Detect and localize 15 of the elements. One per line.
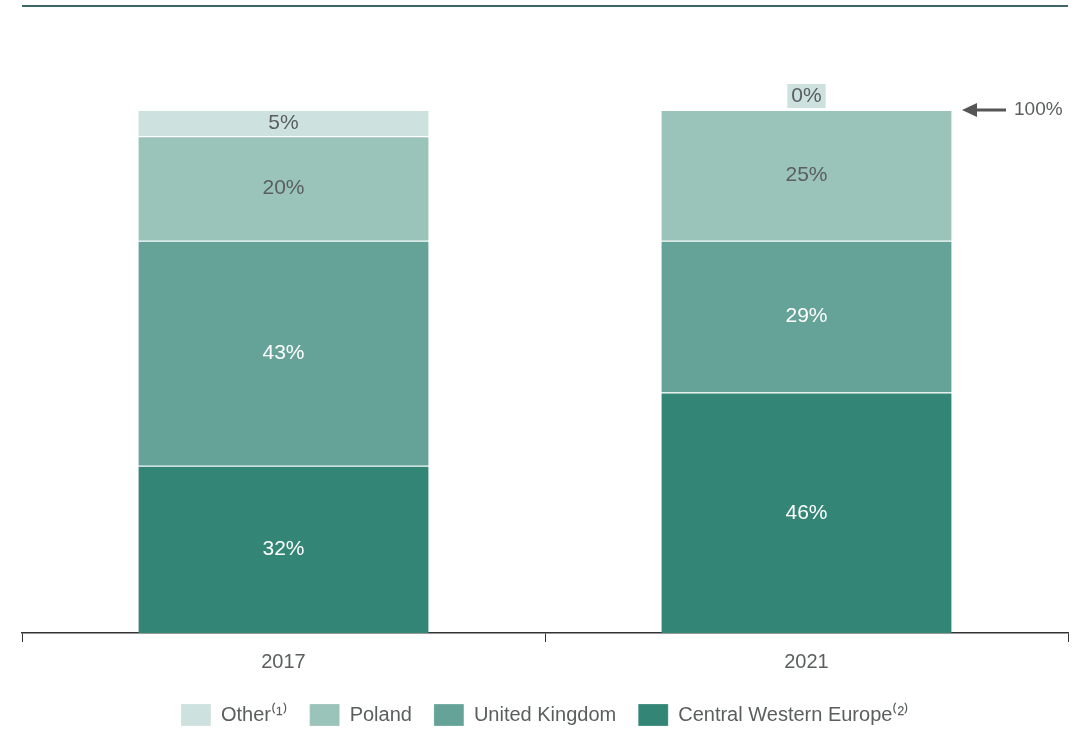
x-tick-label: 2017 (261, 649, 306, 672)
annotation: 100% (1014, 98, 1063, 120)
legend-label: United Kingdom (473, 702, 617, 725)
data-label: 25% (785, 162, 828, 186)
data-label: 0% (791, 82, 822, 106)
data-label: 29% (785, 303, 828, 327)
data-label: 20% (262, 175, 305, 199)
data-label: 43% (262, 339, 305, 363)
legend-label: Poland (349, 702, 412, 725)
data-label: 46% (785, 499, 828, 523)
legend-label: Central Western Europe⁽²⁾ (678, 701, 910, 725)
x-tick-label: 2021 (784, 649, 829, 672)
legend-label: Other⁽¹⁾ (220, 701, 288, 725)
data-label: 32% (262, 536, 305, 560)
data-label: 5% (268, 109, 299, 133)
